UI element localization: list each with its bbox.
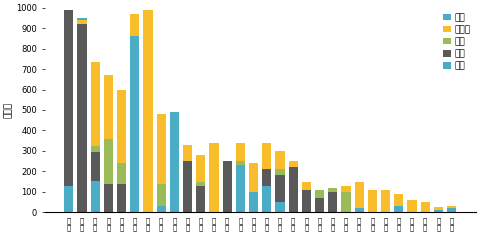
Bar xyxy=(77,18,86,20)
Bar xyxy=(156,206,166,212)
Bar xyxy=(276,176,285,202)
Bar xyxy=(276,169,285,176)
Bar xyxy=(77,24,86,212)
Bar xyxy=(341,192,350,212)
Bar xyxy=(381,190,390,212)
Bar xyxy=(117,163,126,184)
Bar xyxy=(196,155,205,182)
Bar xyxy=(91,146,100,152)
Bar xyxy=(196,182,205,186)
Bar xyxy=(144,10,153,212)
Bar xyxy=(64,10,73,186)
Bar xyxy=(170,112,179,212)
Bar xyxy=(156,114,166,184)
Bar xyxy=(302,182,311,190)
Bar xyxy=(447,208,456,212)
Bar xyxy=(223,161,232,212)
Bar xyxy=(262,186,271,212)
Bar xyxy=(394,194,403,206)
Bar xyxy=(315,198,324,212)
Bar xyxy=(262,169,271,186)
Bar xyxy=(447,206,456,208)
Bar xyxy=(288,167,298,212)
Bar xyxy=(355,208,364,212)
Bar xyxy=(434,207,443,210)
Bar xyxy=(262,143,271,169)
Bar xyxy=(91,62,100,146)
Bar xyxy=(236,143,245,161)
Bar xyxy=(249,163,258,192)
Bar xyxy=(249,192,258,212)
Bar xyxy=(328,188,337,192)
Bar xyxy=(117,184,126,212)
Bar xyxy=(130,14,139,36)
Bar xyxy=(77,20,86,24)
Bar xyxy=(236,165,245,212)
Bar xyxy=(355,182,364,208)
Bar xyxy=(196,186,205,212)
Bar xyxy=(328,192,337,212)
Bar xyxy=(288,161,298,167)
Bar xyxy=(64,186,73,212)
Bar xyxy=(394,206,403,212)
Y-axis label: 万千瓦: 万千瓦 xyxy=(4,102,13,118)
Bar xyxy=(104,139,113,184)
Bar xyxy=(236,161,245,165)
Bar xyxy=(408,200,417,212)
Bar xyxy=(183,161,192,212)
Bar xyxy=(130,36,139,212)
Bar xyxy=(104,75,113,139)
Bar xyxy=(434,210,443,212)
Bar xyxy=(117,90,126,163)
Bar xyxy=(209,143,218,212)
Bar xyxy=(104,184,113,212)
Bar xyxy=(341,186,350,192)
Legend: 其它, 太阳能, 风电, 火电, 水电: 其它, 太阳能, 风电, 火电, 水电 xyxy=(439,9,474,74)
Bar xyxy=(302,190,311,212)
Bar xyxy=(91,180,100,212)
Bar xyxy=(91,152,100,180)
Bar xyxy=(315,190,324,198)
Bar xyxy=(156,184,166,206)
Bar xyxy=(368,190,377,212)
Bar xyxy=(276,151,285,169)
Bar xyxy=(183,145,192,161)
Bar xyxy=(276,202,285,212)
Bar xyxy=(420,202,430,212)
